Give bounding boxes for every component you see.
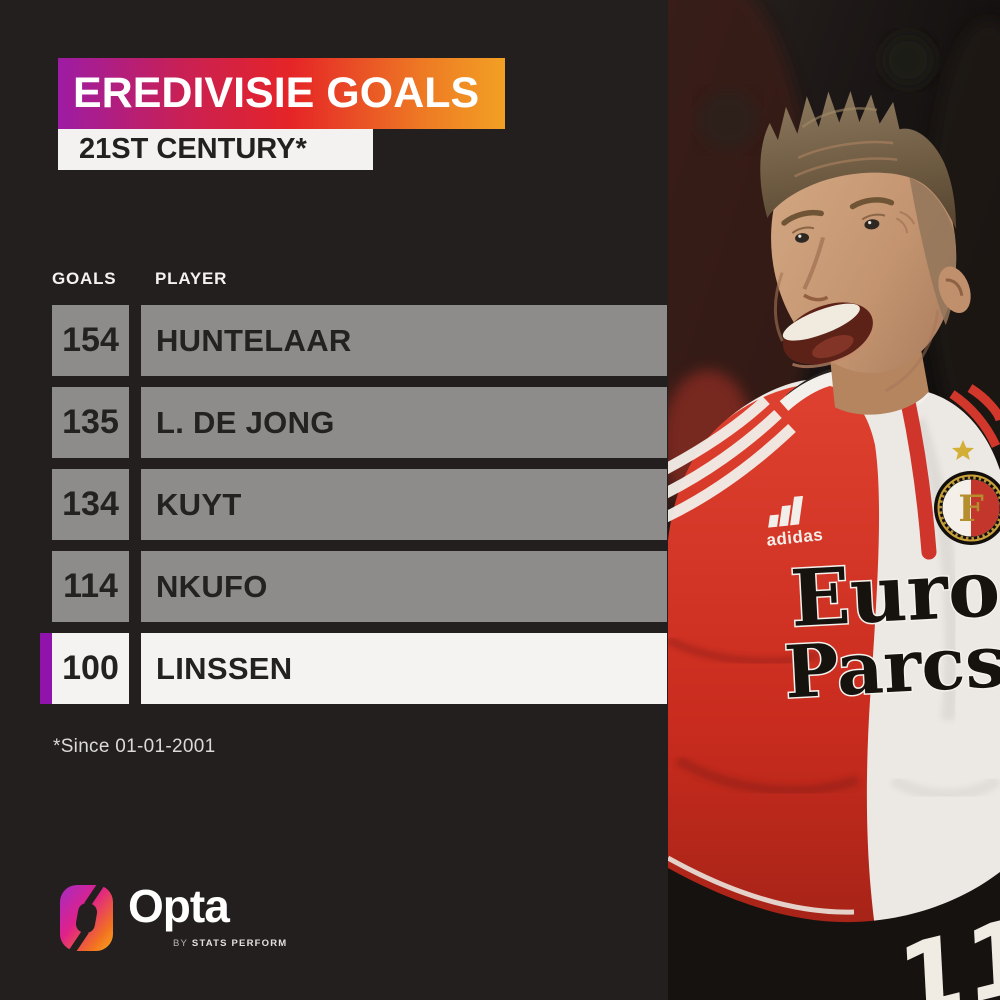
goals-value: 135 [52, 387, 129, 458]
player-name: LINSSEN [141, 633, 667, 704]
player-photo: adidas Euro Parcs F [668, 0, 1000, 1000]
sponsor-line2: Parcs [782, 618, 1000, 714]
opta-branding: Opta BY STATS PERFORM [60, 880, 320, 955]
page-title: EREDIVISIE GOALS [73, 69, 480, 117]
goals-value: 154 [52, 305, 129, 376]
sponsor-line1: Euro [788, 543, 1000, 645]
table-row: 154 HUNTELAAR [52, 305, 667, 376]
goals-table: GOALS PLAYER 154 HUNTELAAR 135 L. DE JON… [40, 269, 667, 715]
player-shirt: adidas Euro Parcs F [668, 364, 1000, 1000]
page-subtitle: 21ST CENTURY* [79, 133, 307, 165]
opta-tagline-by: BY [173, 938, 189, 949]
subtitle-banner: 21ST CENTURY* [58, 129, 373, 170]
table-row: 114 NKUFO [52, 551, 667, 622]
player-name: NKUFO [141, 551, 667, 622]
goals-value: 134 [52, 469, 129, 540]
club-crest: F [934, 440, 1000, 545]
shoulder-stripes-right [949, 384, 1000, 448]
title-banner: EREDIVISIE GOALS [58, 58, 505, 129]
opta-tagline-text: STATS PERFORM [191, 938, 288, 949]
crest-letter: F [958, 488, 984, 530]
opta-tagline: BY STATS PERFORM [173, 938, 287, 949]
shoulder-stripes-left [668, 395, 796, 523]
opta-wordmark: Opta [128, 880, 230, 932]
player-name: L. DE JONG [141, 387, 667, 458]
goals-value: 114 [52, 551, 129, 622]
player-name: KUYT [141, 469, 667, 540]
column-header-player: PLAYER [155, 269, 228, 288]
goals-value: 100 [52, 633, 129, 704]
collar-red-trim [900, 394, 937, 560]
table-header: GOALS PLAYER [52, 269, 667, 289]
sponsor-text: Euro Parcs [781, 542, 1000, 716]
opta-logo-icon [60, 885, 113, 951]
footnote: *Since 01-01-2001 [53, 736, 216, 757]
table-row: 135 L. DE JONG [52, 387, 667, 458]
player-name: HUNTELAAR [141, 305, 667, 376]
smile [782, 302, 877, 369]
player-head [760, 90, 971, 415]
table-row: 134 KUYT [52, 469, 667, 540]
adidas-logo: adidas [766, 495, 824, 550]
table-row-highlighted: 100 LINSSEN [40, 633, 667, 704]
column-header-goals: GOALS [52, 269, 117, 288]
